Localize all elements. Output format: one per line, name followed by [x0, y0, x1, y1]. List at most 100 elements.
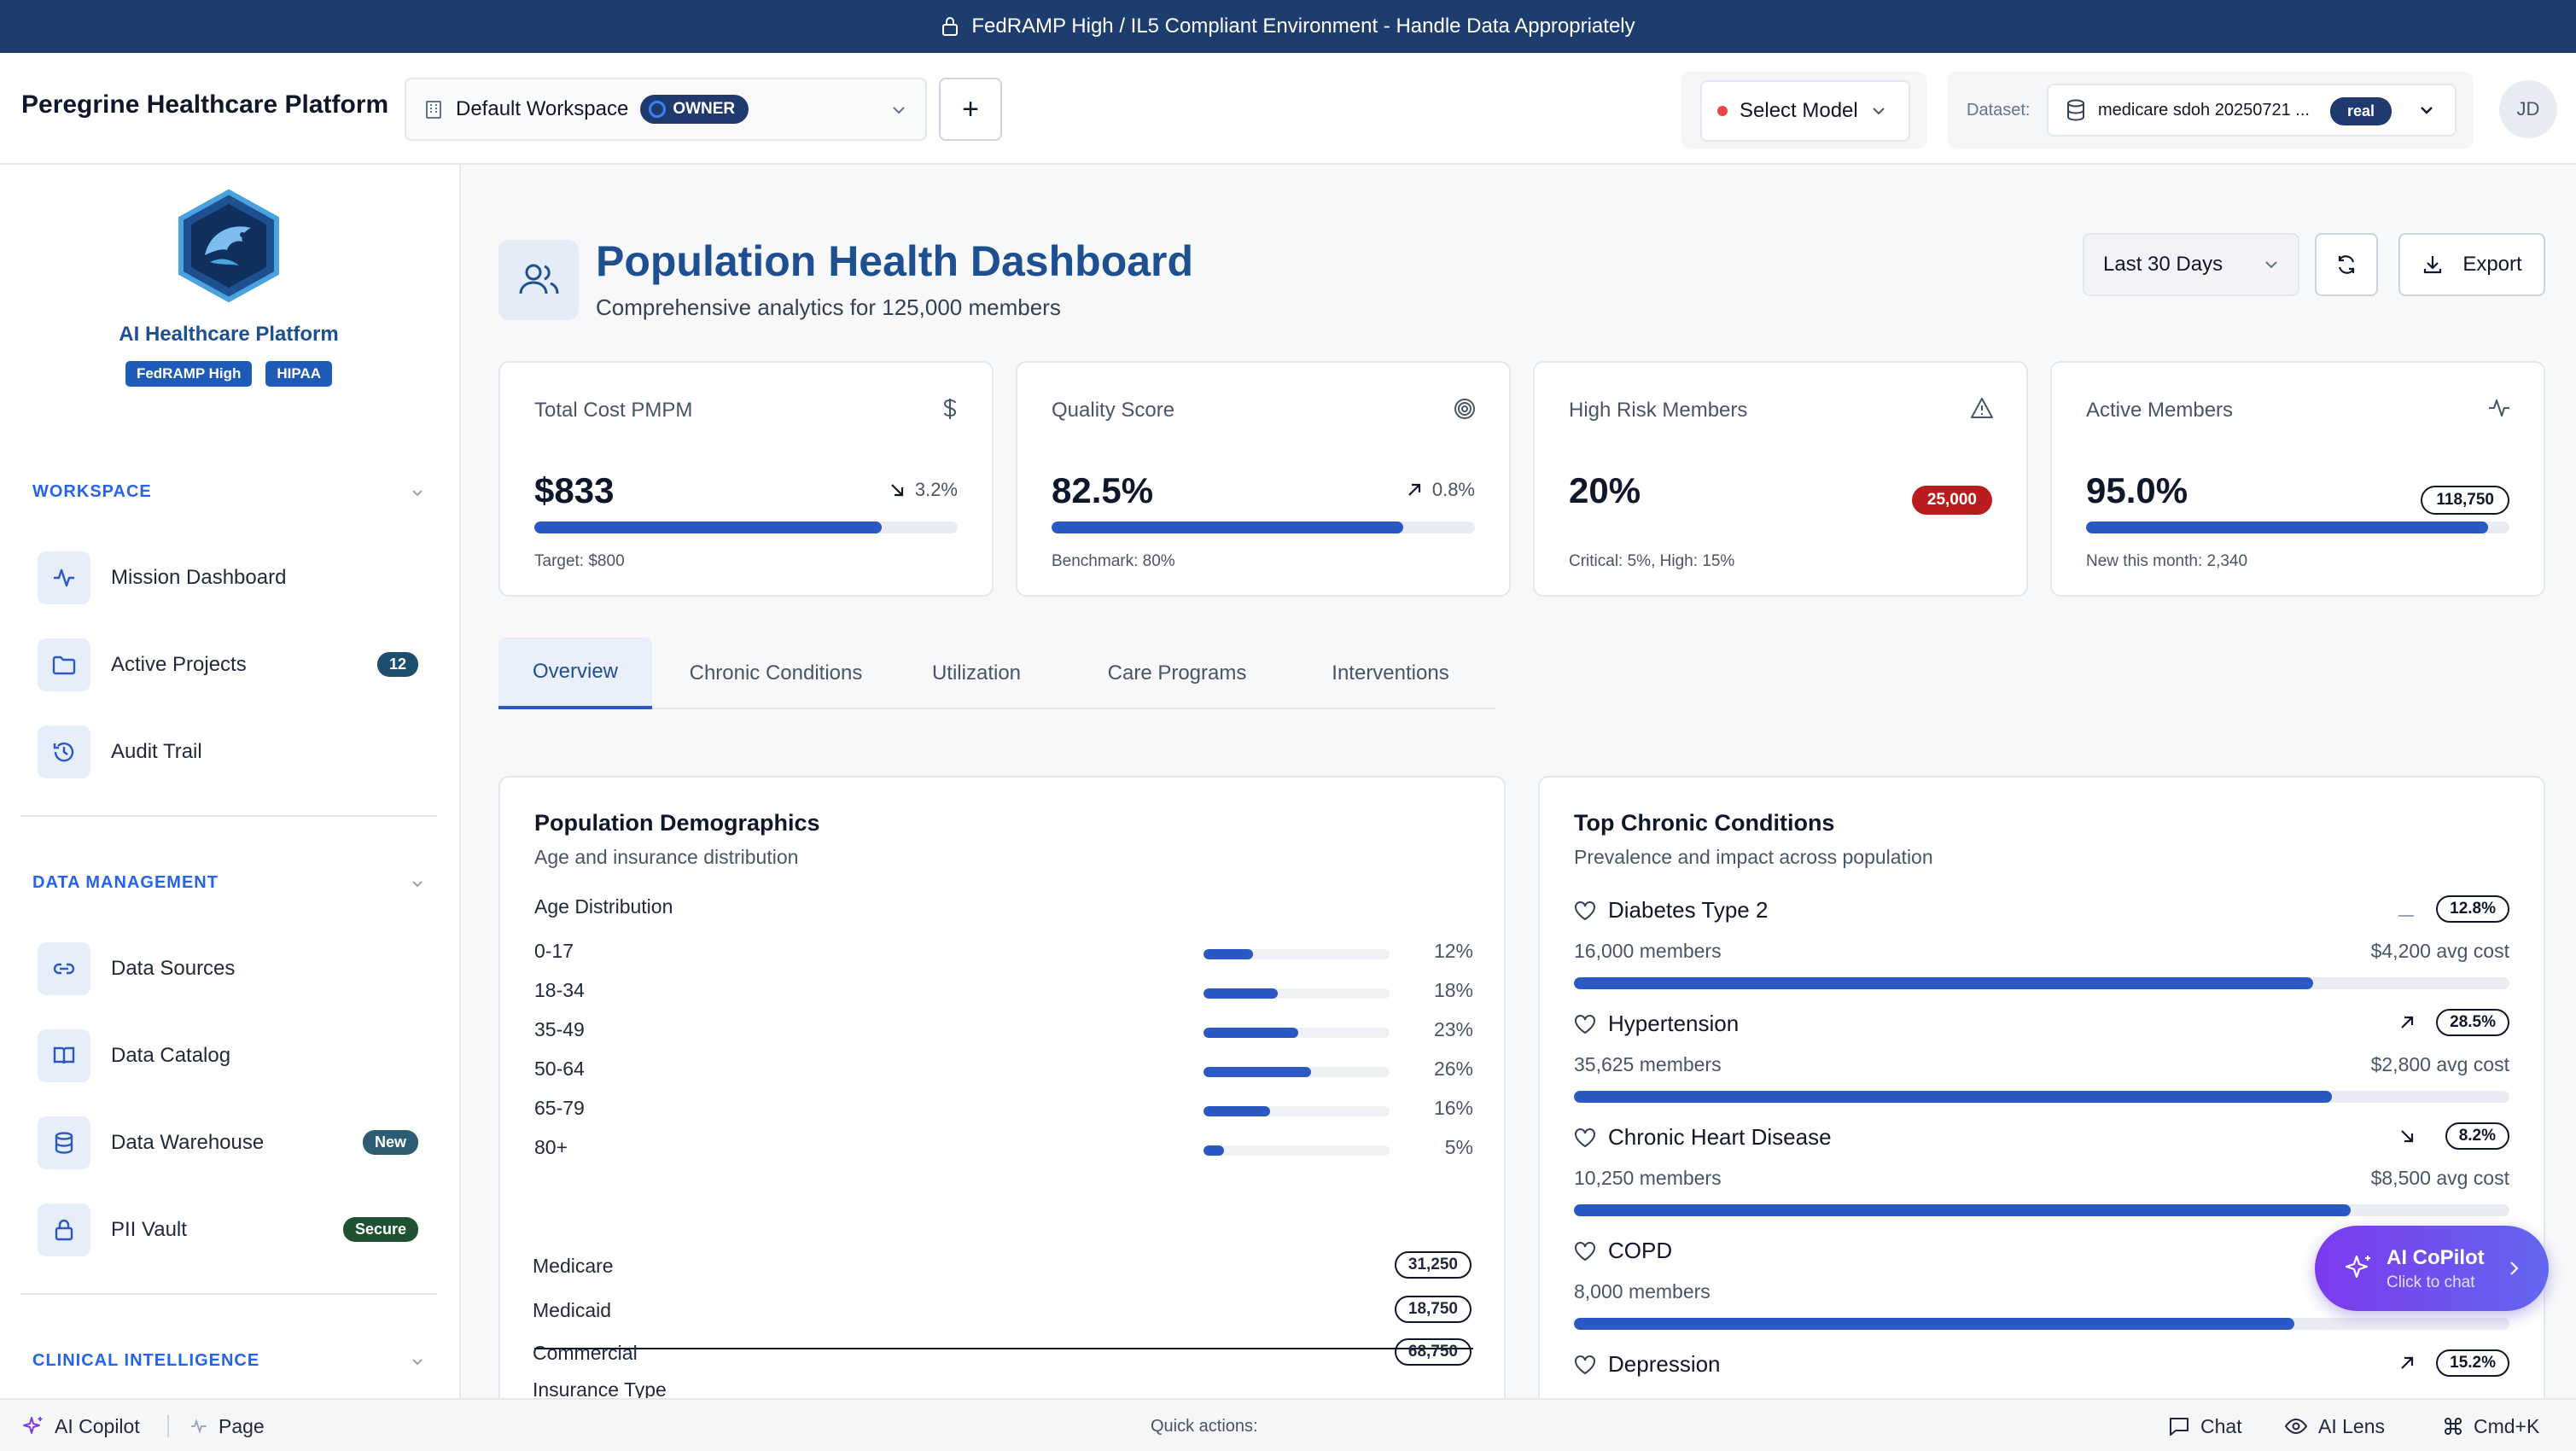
ai-copilot-toggle[interactable]: AI Copilot [22, 1400, 140, 1451]
sidebar-item-mission-dashboard[interactable]: Mission Dashboard [38, 551, 430, 605]
age-bar [1203, 1145, 1390, 1156]
sidebar-item-label: PII Vault [111, 1218, 187, 1241]
heart-icon [1574, 1014, 1596, 1034]
tab-care-programs[interactable]: Care Programs [1107, 661, 1247, 685]
prevalence-badge: 8.2% [2445, 1122, 2509, 1150]
card-subtitle: Age and insurance distribution [534, 846, 799, 868]
quick-actions-label: Quick actions: [1151, 1417, 1258, 1436]
arrow-up-right-icon [2398, 1355, 2416, 1372]
kpi-label: High Risk Members [1569, 399, 1748, 422]
lock-icon [38, 1203, 90, 1256]
banner-text: FedRAMP High / IL5 Compliant Environment… [971, 15, 1635, 38]
history-icon [38, 726, 90, 778]
chevron-down-icon [1870, 102, 1887, 119]
refresh-button[interactable] [2315, 233, 2378, 296]
condition-item: Diabetes Type 2 12.8% 16,000 members $4,… [1574, 895, 2509, 999]
page-title: Population Health Dashboard [596, 237, 1194, 285]
status-dot [1717, 106, 1728, 116]
sidebar-item-label: Data Sources [111, 957, 236, 980]
date-range-select[interactable]: Last 30 Days [2083, 233, 2299, 296]
prevalence-badge: 12.8% [2436, 895, 2509, 923]
ai-copilot-button[interactable]: AI CoPilot Click to chat [2315, 1226, 2549, 1311]
page-context-toggle[interactable]: Page [189, 1400, 265, 1451]
export-button[interactable]: Export [2398, 233, 2545, 296]
dataset-label: Dataset: [1967, 101, 2031, 119]
tab-interventions[interactable]: Interventions [1332, 661, 1449, 685]
age-row: 0-17 12% [534, 940, 1473, 962]
high-risk-count-badge: 25,000 [1911, 486, 1992, 515]
sidebar-item-data-warehouse[interactable]: Data Warehouse New [38, 1116, 430, 1170]
bottom-divider [167, 1415, 169, 1437]
owner-badge: OWNER [640, 95, 749, 124]
chevron-down-icon [2262, 255, 2281, 274]
link-icon [38, 942, 90, 995]
falcon-logo-icon [176, 189, 282, 303]
database-icon [38, 1116, 90, 1169]
age-bar [1203, 1106, 1390, 1116]
tab-chronic-conditions[interactable]: Chronic Conditions [689, 661, 863, 685]
section-workspace[interactable]: WORKSPACE [32, 482, 425, 502]
prevalence-badge: 28.5% [2436, 1009, 2509, 1036]
chat-button[interactable]: Chat [2168, 1400, 2242, 1451]
chevron-down-icon [2417, 101, 2436, 119]
chevron-down-icon [410, 485, 425, 500]
kpi-footnote: Critical: 5%, High: 15% [1569, 552, 1735, 570]
refresh-icon [2335, 253, 2357, 276]
trend-flat-icon [2397, 900, 2416, 919]
new-badge: New [362, 1130, 418, 1155]
count-badge: 12 [376, 652, 418, 677]
workspace-select[interactable]: Default Workspace OWNER [405, 78, 927, 141]
compliance-badges: FedRAMP High HIPAA [0, 361, 458, 387]
sidebar-item-data-sources[interactable]: Data Sources [38, 941, 430, 996]
condition-bar [1574, 977, 2509, 989]
age-row: 35-49 23% [534, 1018, 1473, 1040]
kpi-label: Quality Score [1052, 399, 1175, 422]
eye-icon [2284, 1417, 2308, 1436]
kpi-trend: 0.8% [1407, 479, 1475, 501]
folder-icon [38, 638, 90, 691]
kpi-card-cost: Total Cost PMPM $833 3.2% Target: $800 [498, 361, 994, 597]
command-palette-shortcut[interactable]: Cmd+K [2443, 1400, 2539, 1451]
age-bar [1203, 1067, 1390, 1077]
kpi-trend: 3.2% [889, 479, 958, 501]
activity-icon [38, 551, 90, 604]
alert-triangle-icon [1970, 397, 1994, 419]
card-subtitle: Prevalence and impact across population [1574, 846, 1933, 868]
secure-badge: Secure [342, 1217, 418, 1242]
condition-bar [1574, 1091, 2509, 1103]
book-icon [38, 1029, 90, 1082]
sidebar-item-label: Mission Dashboard [111, 566, 287, 589]
sidebar-item-audit-trail[interactable]: Audit Trail [38, 725, 430, 779]
chevron-right-icon [2506, 1258, 2523, 1279]
ai-lens-button[interactable]: AI Lens [2284, 1400, 2385, 1451]
arrow-down-right-icon [889, 482, 905, 498]
building-icon [423, 99, 444, 119]
condition-item: Depression 15.2% [1574, 1349, 2509, 1398]
age-bar [1203, 949, 1390, 959]
model-select[interactable]: Select Model [1700, 80, 1910, 142]
sparkles-icon [22, 1415, 44, 1437]
dataset-select[interactable]: medicare sdoh 20250721 ... real [2047, 84, 2457, 137]
heart-icon [1574, 1128, 1596, 1148]
arrow-down-right-icon [2398, 1128, 2416, 1145]
insurance-list: Medicare 31,250 Medicaid 18,750 Commercial… [498, 1251, 1472, 1396]
sidebar-item-label: Active Projects [111, 653, 247, 676]
insurance-count-badge: 31,250 [1394, 1251, 1472, 1279]
user-avatar[interactable]: JD [2499, 80, 2557, 138]
heart-icon [1574, 900, 1596, 921]
platform-title: AI Healthcare Platform [119, 323, 339, 346]
activity-icon [189, 1417, 208, 1436]
section-data-management[interactable]: DATA MANAGEMENT [32, 873, 425, 893]
section-clinical-intelligence[interactable]: CLINICAL INTELLIGENCE [32, 1351, 425, 1371]
main-content: Population Health Dashboard Comprehensiv… [463, 165, 2576, 1398]
sidebar-item-data-catalog[interactable]: Data Catalog [38, 1029, 430, 1083]
add-workspace-button[interactable]: + [939, 78, 1002, 141]
tab-utilization[interactable]: Utilization [931, 661, 1022, 685]
dollar-icon [941, 397, 959, 421]
kpi-value: $833 [534, 470, 615, 510]
age-bar [1203, 1028, 1390, 1038]
workspace-name: Default Workspace [456, 97, 629, 120]
sidebar-item-pii-vault[interactable]: PII Vault Secure [38, 1203, 430, 1257]
tab-overview[interactable]: Overview [498, 638, 652, 709]
sidebar-item-active-projects[interactable]: Active Projects 12 [38, 638, 430, 692]
